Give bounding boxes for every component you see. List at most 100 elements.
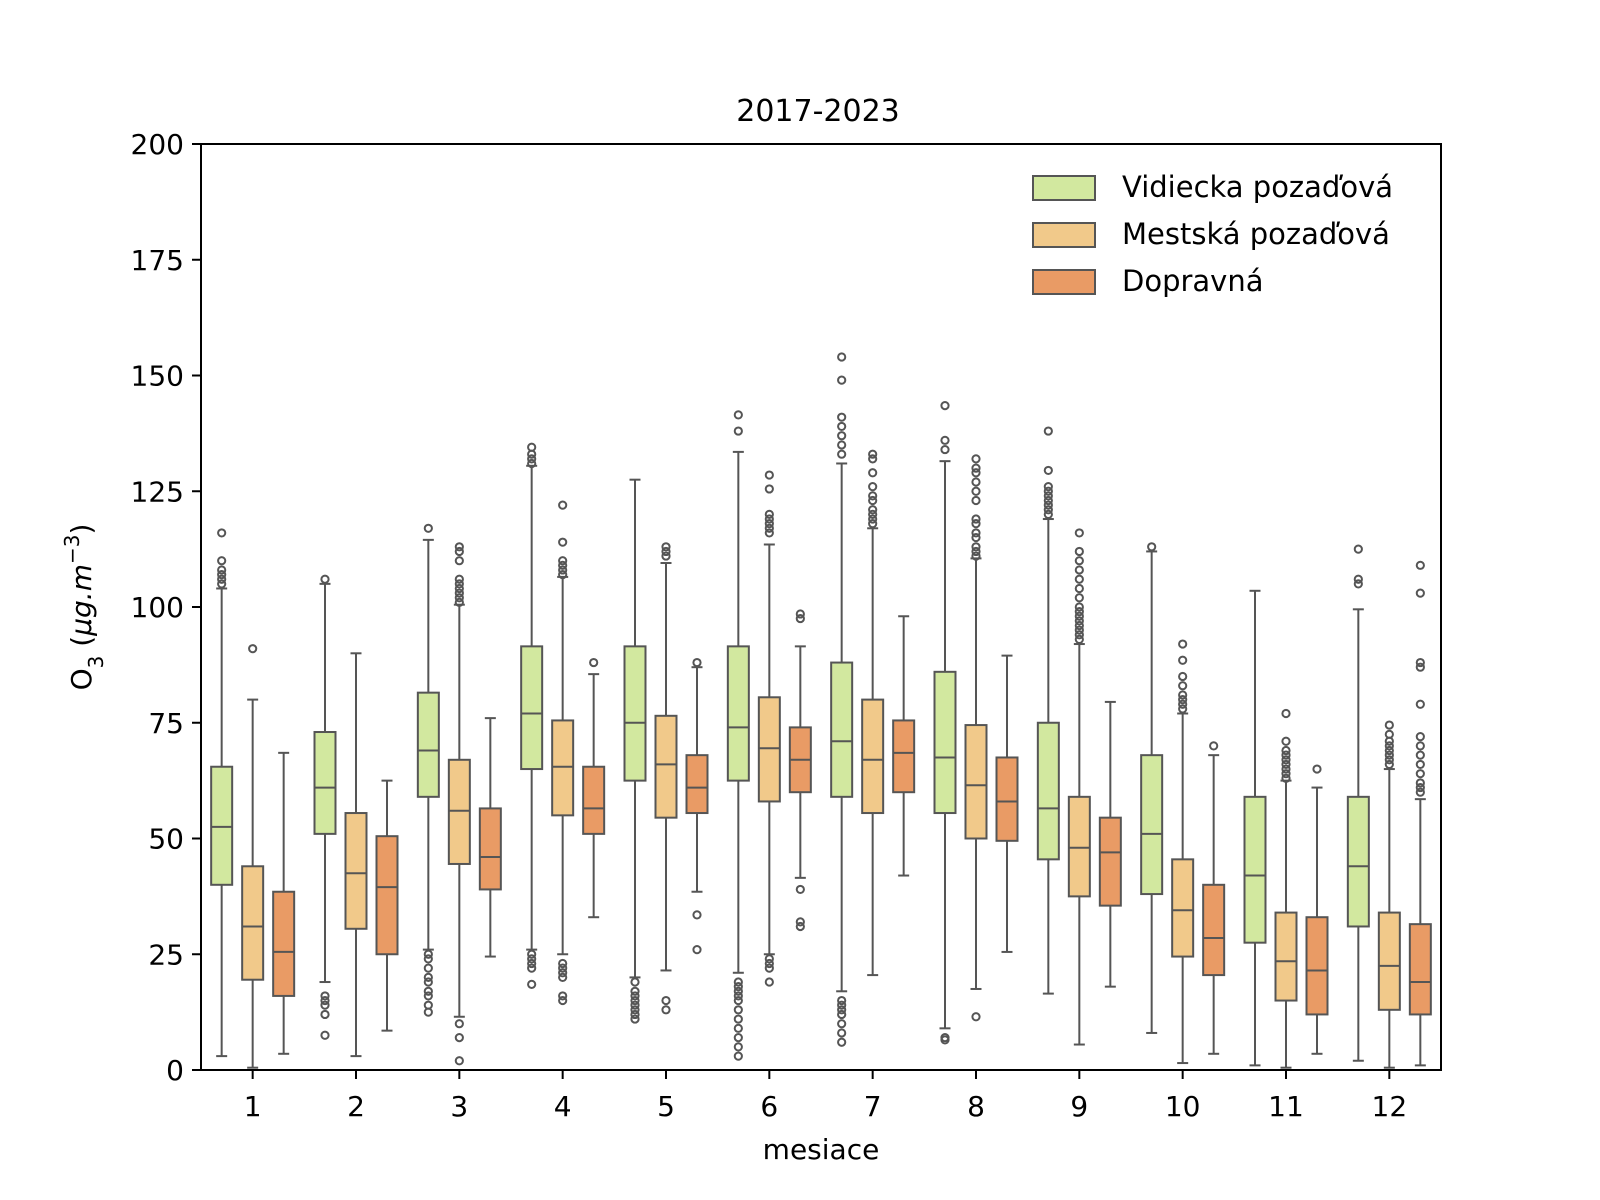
outlier-point bbox=[423, 949, 433, 959]
outlier-point bbox=[733, 410, 743, 420]
outlier-point bbox=[971, 542, 981, 552]
outlier-point bbox=[1074, 607, 1084, 617]
outlier-point bbox=[971, 477, 981, 487]
x-tick-label: 5 bbox=[657, 1090, 675, 1123]
outlier-point bbox=[868, 449, 878, 459]
outlier-point bbox=[868, 482, 878, 492]
outlier-point bbox=[1415, 759, 1425, 770]
outlier-point bbox=[971, 546, 981, 557]
outlier-point bbox=[837, 440, 847, 450]
outlier-point bbox=[320, 995, 330, 1006]
outlier-point bbox=[940, 444, 950, 455]
x-tick-label: 8 bbox=[967, 1090, 985, 1123]
y-tick-label: 25 bbox=[148, 938, 184, 971]
outlier-point bbox=[1074, 528, 1084, 538]
y-axis-label-main: O bbox=[65, 668, 98, 690]
x-tick-label: 3 bbox=[450, 1090, 468, 1123]
outlier-point bbox=[971, 454, 981, 464]
outlier-point bbox=[423, 977, 433, 987]
outlier-point bbox=[868, 505, 878, 515]
y-axis-label: O3 (μg.m−3) bbox=[60, 524, 108, 691]
outlier-point bbox=[630, 1014, 640, 1024]
outlier-point bbox=[1281, 745, 1291, 756]
outlier-point bbox=[1043, 486, 1053, 496]
outlier-point bbox=[1415, 787, 1425, 797]
box-iqr bbox=[1408, 923, 1432, 1016]
box-iqr bbox=[1098, 816, 1122, 907]
y-axis-label-exponent: −3 bbox=[60, 535, 84, 564]
outlier-point bbox=[764, 963, 774, 973]
y-tick-label: 50 bbox=[148, 823, 184, 856]
outlier-point bbox=[217, 565, 227, 575]
outlier-point bbox=[868, 454, 878, 464]
outlier-point bbox=[733, 1051, 743, 1061]
legend-label-urban: Mestská pozaďová bbox=[1122, 217, 1390, 251]
box-iqr bbox=[892, 719, 916, 794]
outlier-point bbox=[1415, 588, 1425, 598]
x-tick-label: 2 bbox=[347, 1090, 365, 1123]
box-iqr bbox=[272, 890, 296, 997]
outlier-point bbox=[795, 613, 805, 624]
outlier-point bbox=[733, 1042, 743, 1052]
outlier-point bbox=[868, 519, 878, 529]
outlier-point bbox=[558, 556, 568, 566]
outlier-point bbox=[1178, 704, 1188, 714]
outlier-point bbox=[1415, 750, 1425, 760]
outlier-point bbox=[558, 500, 568, 510]
outlier-point bbox=[454, 1032, 464, 1043]
box-iqr bbox=[1377, 911, 1401, 1011]
outlier-point bbox=[1415, 782, 1425, 793]
outlier-point bbox=[1043, 426, 1053, 436]
outlier-point bbox=[454, 588, 464, 598]
outlier-point bbox=[733, 986, 743, 996]
outlier-point bbox=[454, 1056, 464, 1066]
outlier-point bbox=[837, 421, 847, 432]
outlier-point bbox=[764, 484, 774, 494]
outlier-point bbox=[1384, 759, 1394, 770]
box-iqr bbox=[582, 765, 606, 835]
outlier-point bbox=[868, 509, 878, 520]
legend-label-traffic: Dopravná bbox=[1122, 264, 1264, 298]
outlier-point bbox=[733, 1032, 743, 1043]
outlier-point bbox=[795, 921, 805, 932]
outlier-point bbox=[1074, 556, 1084, 566]
outlier-point bbox=[1415, 778, 1425, 788]
outlier-point bbox=[630, 995, 640, 1006]
outlier-point bbox=[733, 995, 743, 1006]
outlier-point bbox=[527, 963, 537, 973]
outlier-point bbox=[1312, 764, 1322, 774]
outlier-point bbox=[1178, 690, 1188, 700]
outlier-point bbox=[837, 1037, 847, 1047]
y-tick-label: 75 bbox=[148, 707, 184, 740]
legend: Vidiecka pozaďová Mestská pozaďová Dopra… bbox=[1032, 170, 1393, 298]
outlier-point bbox=[1178, 639, 1188, 649]
outlier-point bbox=[971, 532, 981, 543]
outlier-point bbox=[527, 979, 537, 989]
outlier-point bbox=[764, 954, 774, 964]
outlier-point bbox=[764, 470, 774, 480]
outlier-point bbox=[837, 995, 847, 1006]
outlier-point bbox=[1043, 500, 1053, 510]
outlier-point bbox=[217, 574, 227, 584]
box-iqr bbox=[416, 691, 440, 798]
outlier-point bbox=[1074, 602, 1084, 612]
box-iqr bbox=[313, 731, 337, 835]
outlier-point bbox=[630, 986, 640, 996]
y-axis-label-close: ) bbox=[65, 524, 98, 535]
legend-swatch-rural bbox=[1032, 175, 1096, 201]
outlier-point bbox=[971, 551, 981, 561]
outlier-point bbox=[558, 958, 568, 969]
outlier-point bbox=[454, 546, 464, 557]
outlier-point bbox=[733, 977, 743, 987]
outlier-point bbox=[589, 657, 599, 668]
outlier-point bbox=[837, 1005, 847, 1015]
outlier-point bbox=[692, 657, 702, 668]
outlier-point bbox=[661, 995, 671, 1006]
outlier-point bbox=[795, 917, 805, 927]
outlier-point bbox=[1043, 482, 1053, 492]
outlier-point bbox=[1074, 616, 1084, 626]
outlier-point bbox=[1074, 593, 1084, 603]
outlier-point bbox=[764, 523, 774, 533]
outlier-point bbox=[733, 1014, 743, 1024]
outlier-point bbox=[940, 1032, 950, 1043]
